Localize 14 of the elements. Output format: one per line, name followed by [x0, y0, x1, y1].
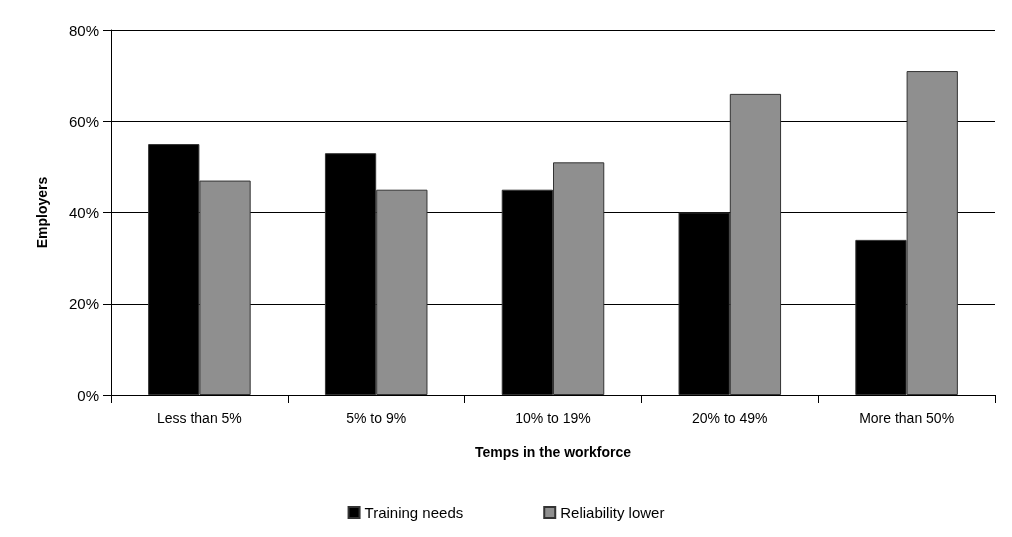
- y-tick-label: 80%: [68, 21, 99, 39]
- y-tick-label: 0%: [77, 386, 99, 404]
- y-axis-title: Employers: [34, 176, 50, 249]
- legend-label: Training needs: [364, 504, 464, 521]
- x-axis-title: Temps in the workforce: [474, 444, 632, 460]
- y-tick-label: 20%: [68, 295, 99, 313]
- x-tick-label: 5% to 9%: [346, 410, 407, 426]
- x-tick-label: 20% to 49%: [692, 410, 768, 426]
- legend-label: Reliability lower: [560, 504, 665, 521]
- x-tick-label: 10% to 19%: [515, 410, 591, 426]
- x-tick-label: More than 50%: [859, 410, 955, 426]
- y-tick-label: 60%: [68, 112, 99, 130]
- x-tick-label: Less than 5%: [156, 410, 242, 426]
- y-tick-label: 40%: [68, 204, 99, 221]
